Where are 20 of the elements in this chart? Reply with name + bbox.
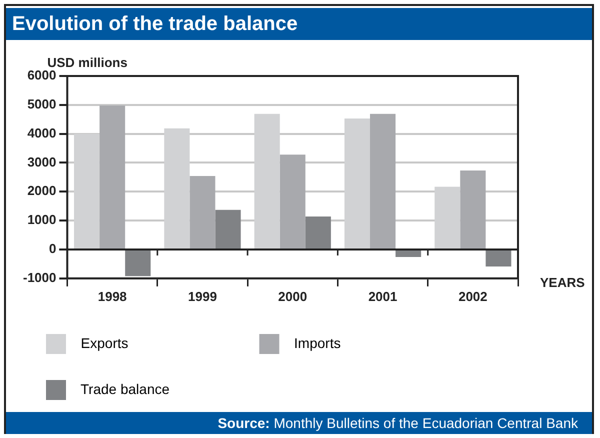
x-tick-label: 2001: [368, 288, 398, 304]
x-tick-label: 2002: [458, 288, 488, 304]
y-tick-label: 4000: [27, 125, 56, 140]
source-note: Source: Monthly Bulletins of the Ecuadorian Central Bank: [6, 412, 592, 434]
y-tick-label: -1000: [23, 270, 56, 285]
y-tick-label: 3000: [27, 154, 56, 170]
legend-label: Trade balance: [73, 380, 275, 397]
legend-label: Imports: [286, 334, 446, 351]
y-tick-label: 6000: [27, 68, 56, 83]
chart-title: Evolution of the trade balance: [6, 8, 592, 40]
x-axis-title: YEARS: [540, 274, 586, 290]
y-tick-label: 2000: [27, 183, 56, 198]
y-tick-label: 0: [49, 241, 56, 256]
y-tick-label: 5000: [27, 96, 56, 112]
x-tick-label: 1998: [98, 288, 127, 304]
y-tick-label: 1000: [27, 212, 56, 228]
x-tick-label: 1999: [188, 288, 217, 304]
x-tick-label: 2000: [278, 288, 308, 304]
legend-label: Exports: [73, 334, 234, 351]
y-axis-title: USD millions: [47, 55, 128, 70]
